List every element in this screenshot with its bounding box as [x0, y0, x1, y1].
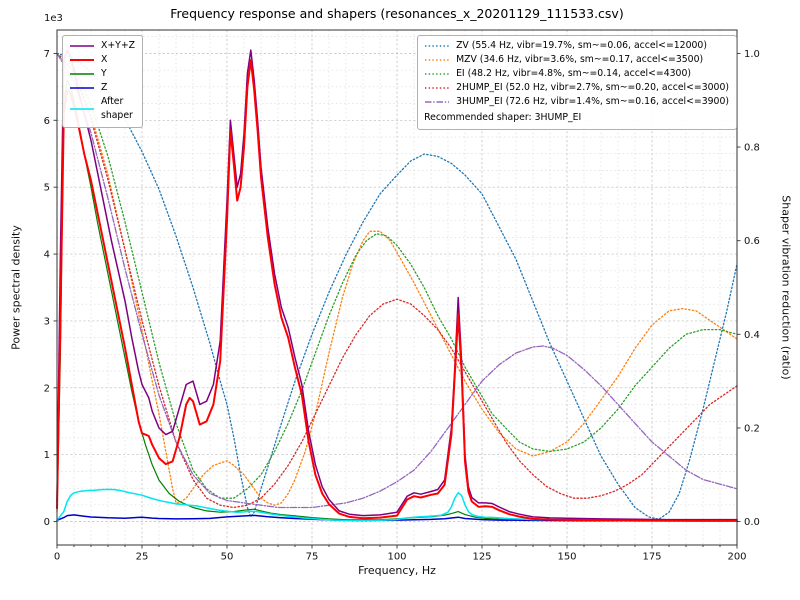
legend-item: Y — [69, 67, 135, 81]
legend-item: EI (48.2 Hz, vibr=4.8%, sm~=0.14, accel<… — [424, 67, 729, 81]
svg-text:5: 5 — [44, 183, 50, 194]
svg-text:0.4: 0.4 — [744, 330, 760, 341]
svg-text:150: 150 — [557, 552, 576, 563]
svg-text:50: 50 — [221, 552, 234, 563]
legend-sample — [70, 73, 94, 75]
legend-label: ZV (55.4 Hz, vibr=19.7%, sm~=0.06, accel… — [456, 40, 707, 51]
chart-title: Frequency response and shapers (resonanc… — [170, 6, 624, 21]
legend-sample — [70, 45, 94, 47]
legend-label: X+Y+Z — [101, 40, 135, 51]
grid-major — [56, 30, 738, 545]
svg-text:0.6: 0.6 — [744, 236, 760, 247]
legend-item: X — [69, 53, 135, 67]
x-axis-label: Frequency, Hz — [358, 564, 436, 577]
legend-sample — [70, 87, 94, 89]
series-x-y-z — [56, 49, 738, 521]
svg-text:125: 125 — [472, 552, 491, 563]
svg-text:1.0: 1.0 — [744, 49, 760, 60]
legend-sample — [425, 45, 450, 47]
legend-psd-items: X+Y+Z X Y Z After shaper — [69, 39, 135, 123]
svg-text:7: 7 — [44, 49, 50, 60]
series-x — [56, 59, 738, 522]
legend-item: 3HUMP_EI (72.6 Hz, vibr=1.4%, sm~=0.16, … — [424, 95, 729, 109]
legend-label: MZV (34.6 Hz, vibr=3.6%, sm~=0.17, accel… — [456, 53, 704, 65]
svg-text:0.0: 0.0 — [744, 517, 760, 528]
legend-label: After shaper — [101, 95, 133, 121]
legend-psd: X+Y+Z X Y Z After shaper — [62, 35, 143, 128]
svg-text:3: 3 — [44, 316, 50, 327]
legend-item: After shaper — [69, 95, 135, 123]
legend-label: 3HUMP_EI (72.6 Hz, vibr=1.4%, sm~=0.16, … — [456, 95, 729, 107]
legend-item: ZV (55.4 Hz, vibr=19.7%, sm~=0.06, accel… — [424, 39, 729, 53]
svg-text:75: 75 — [306, 552, 319, 563]
legend-label: X — [101, 53, 108, 65]
legend-shaper-items: ZV (55.4 Hz, vibr=19.7%, sm~=0.06, accel… — [424, 39, 729, 109]
legend-sample — [425, 87, 450, 89]
legend-item: X+Y+Z — [69, 39, 135, 53]
legend-shapers: ZV (55.4 Hz, vibr=19.7%, sm~=0.06, accel… — [417, 35, 737, 130]
legend-label: 2HUMP_EI (52.0 Hz, vibr=2.7%, sm~=0.20, … — [456, 81, 729, 93]
legend-item: Z — [69, 81, 135, 95]
axis-ticks — [53, 52, 741, 549]
svg-text:25: 25 — [136, 552, 149, 563]
svg-text:1: 1 — [44, 450, 50, 461]
svg-text:0.2: 0.2 — [744, 423, 760, 434]
legend-sample — [425, 100, 450, 103]
legend-sample — [70, 58, 94, 61]
legend-sample — [425, 73, 450, 75]
legend-item: 2HUMP_EI (52.0 Hz, vibr=2.7%, sm~=0.20, … — [424, 81, 729, 95]
recommended-shaper-note: Recommended shaper: 3HUMP_EI — [424, 111, 582, 123]
series-z — [56, 514, 738, 522]
series-group — [56, 49, 738, 522]
svg-text:6: 6 — [44, 116, 50, 127]
svg-text:0.8: 0.8 — [744, 143, 760, 154]
svg-text:200: 200 — [727, 552, 746, 563]
svg-text:0: 0 — [44, 517, 50, 528]
series-2hump-ei — [56, 52, 738, 509]
legend-label: Y — [101, 67, 107, 79]
legend-sample — [70, 107, 94, 110]
svg-text:100: 100 — [387, 552, 406, 563]
series-y — [56, 79, 738, 522]
series-3hump-ei — [56, 52, 738, 509]
tick-labels: 0 25 50 75 100 125 150 175 200 0 1 2 3 4 5 6 7 0.0 0.2 0.4 0… — [44, 49, 760, 563]
svg-text:2: 2 — [44, 383, 50, 394]
legend-sample — [425, 59, 450, 61]
series-ei — [56, 52, 738, 499]
svg-text:175: 175 — [642, 552, 661, 563]
legend-label: EI (48.2 Hz, vibr=4.8%, sm~=0.14, accel<… — [456, 67, 692, 79]
legend-item: MZV (34.6 Hz, vibr=3.6%, sm~=0.17, accel… — [424, 53, 729, 67]
series-mzv — [56, 52, 738, 506]
axis-offset-text: 1e3 — [44, 13, 63, 24]
svg-text:4: 4 — [44, 250, 50, 261]
legend-label: Z — [101, 81, 108, 93]
svg-text:0: 0 — [54, 552, 60, 563]
series-zv — [56, 52, 738, 520]
series-after-shaper — [56, 488, 738, 522]
